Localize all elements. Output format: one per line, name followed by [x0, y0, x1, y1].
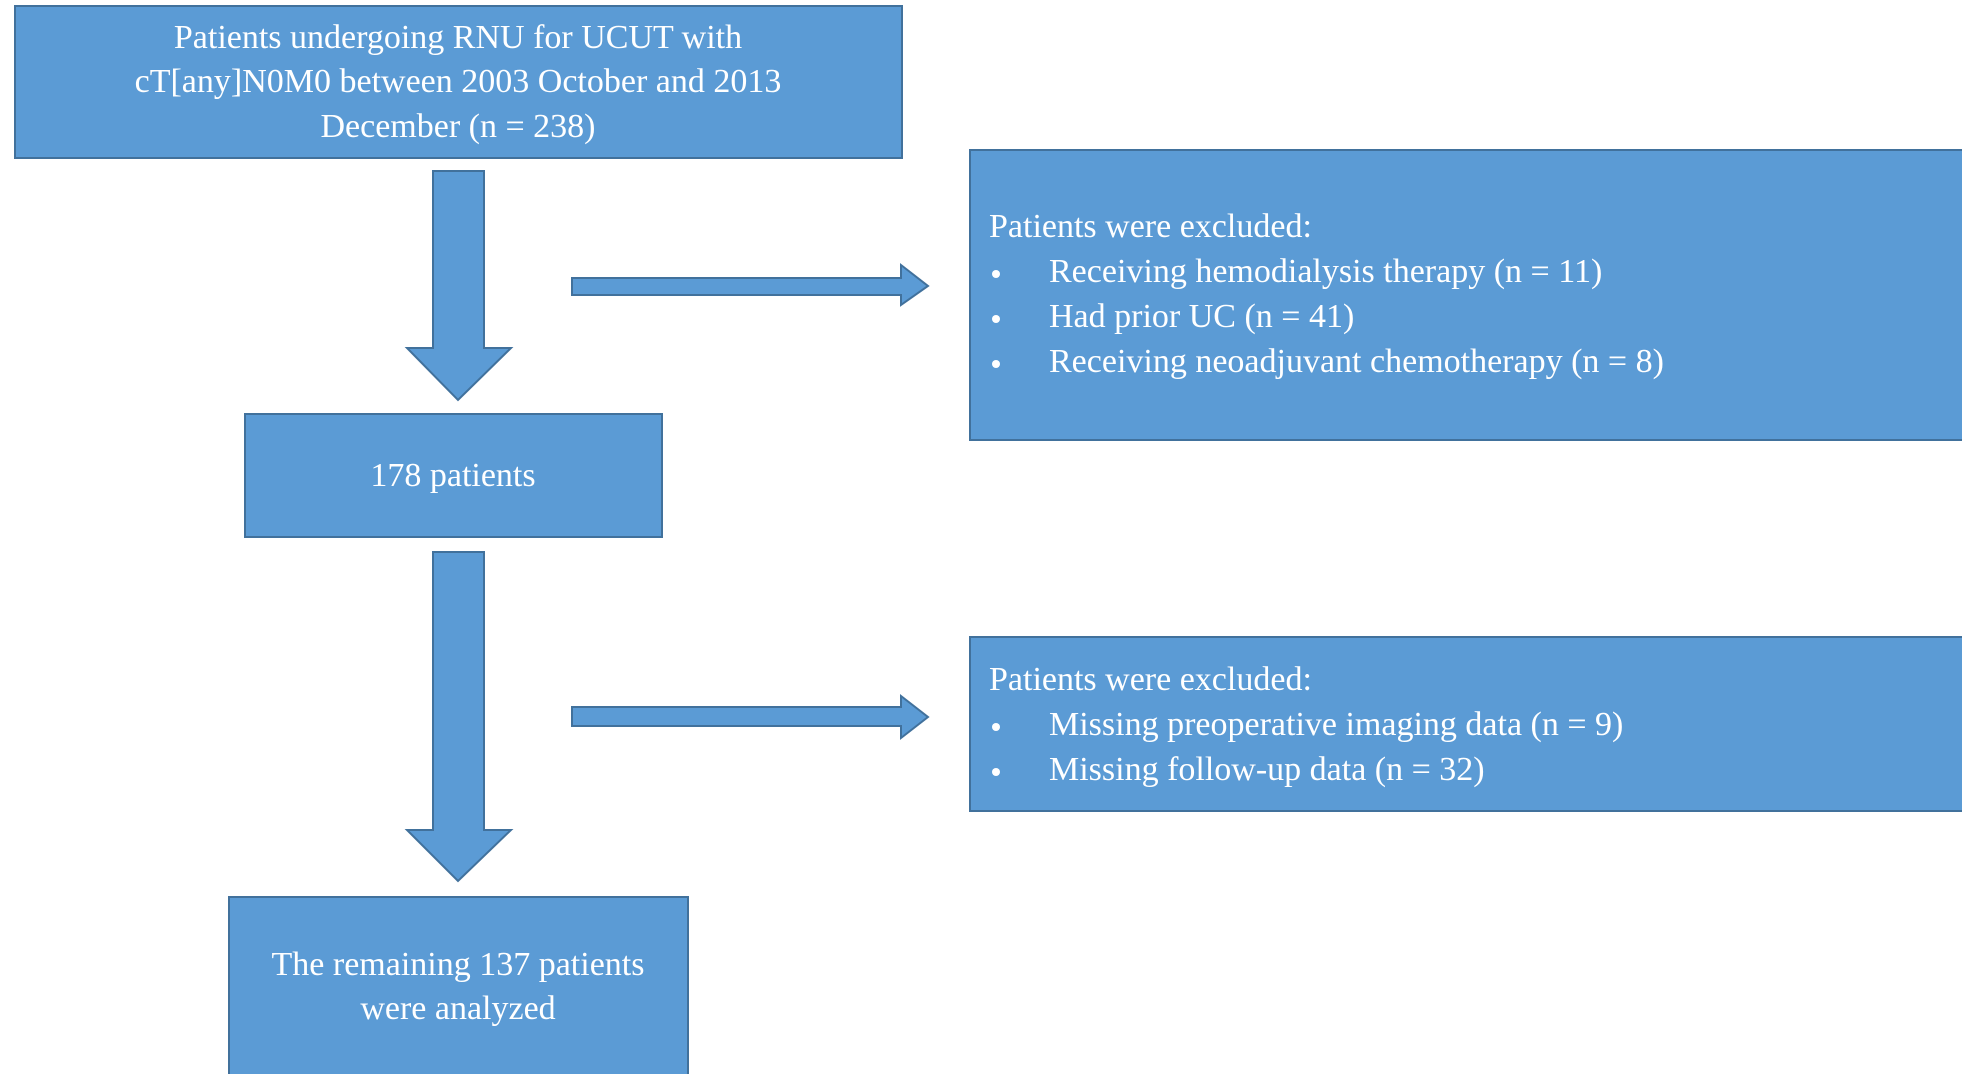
bullet	[992, 360, 1000, 368]
box-middle	[244, 413, 663, 538]
node-text: were analyzed	[360, 990, 555, 1027]
box-exclusion	[969, 149, 1962, 441]
labels: Patients undergoing RNU for UCUT with cT[…	[135, 19, 1664, 1027]
arrow-down	[404, 551, 514, 883]
bullet	[992, 315, 1000, 323]
exclusion-item: Receiving hemodialysis therapy (n = 11)	[1049, 253, 1602, 290]
node-text: The remaining 137 patients	[272, 946, 645, 983]
box-exclusion	[969, 636, 1962, 812]
bullet	[992, 768, 1000, 776]
node-text: Patients undergoing RNU for UCUT with	[174, 19, 742, 56]
bullet	[992, 723, 1000, 731]
box-final	[228, 896, 689, 1074]
node-text: 178 patients	[370, 457, 535, 494]
arrow-down	[404, 170, 514, 402]
bullet	[992, 270, 1000, 278]
node-text: cT[any]N0M0 between 2003 October and 201…	[135, 63, 782, 100]
box-start	[14, 5, 903, 159]
node-text: December (n = 238)	[320, 108, 595, 145]
exclusion-heading: Patients were excluded:	[989, 661, 1312, 698]
exclusion-item: Had prior UC (n = 41)	[1049, 298, 1354, 335]
arrow-right	[571, 693, 930, 741]
arrow-right	[571, 262, 930, 307]
exclusion-item: Missing preoperative imaging data (n = 9…	[1049, 706, 1623, 743]
exclusion-heading: Patients were excluded:	[989, 208, 1312, 245]
exclusion-item: Receiving neoadjuvant chemotherapy (n = …	[1049, 343, 1664, 380]
exclusion-item: Missing follow-up data (n = 32)	[1049, 751, 1485, 788]
